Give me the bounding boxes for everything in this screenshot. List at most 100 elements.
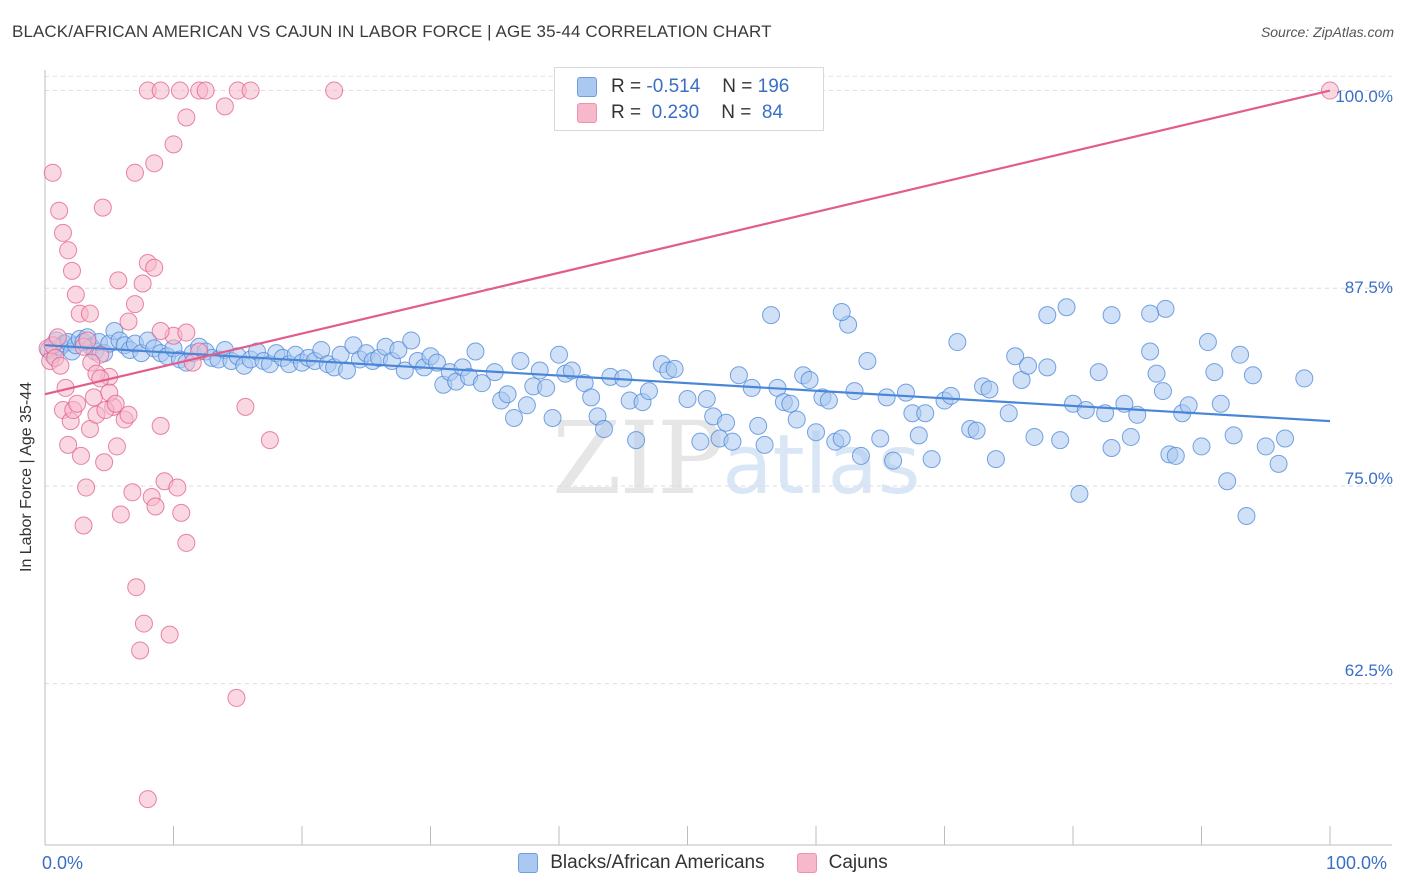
- blacks-trend-line: [44, 344, 1331, 423]
- cajuns-point: [325, 81, 344, 100]
- blacks-point: [851, 446, 870, 465]
- blacks-point: [1057, 298, 1076, 317]
- cajuns-point: [168, 478, 187, 497]
- blacks-point: [1006, 347, 1025, 366]
- bottom-legend-label-cajuns: Cajuns: [828, 852, 888, 873]
- blacks-point: [1218, 472, 1237, 491]
- cajuns-point: [170, 81, 189, 100]
- bottom-legend-swatch-blacks: [518, 853, 539, 873]
- cajuns-point: [74, 516, 93, 535]
- bottom-legend-label-blacks: Blacks/African Americans: [550, 852, 765, 873]
- cajuns-point: [177, 323, 196, 342]
- blacks-point: [922, 450, 941, 469]
- blacks-point: [941, 386, 960, 405]
- blacks-point: [1038, 306, 1057, 325]
- blacks-point: [1211, 394, 1230, 413]
- blacks-point: [1237, 507, 1256, 526]
- blacks-point: [717, 413, 736, 432]
- blacks-point: [389, 340, 408, 359]
- legend-row-cajuns: R = 0.230 N = 84: [577, 101, 783, 125]
- blacks-point: [1153, 382, 1172, 401]
- legend: R = -0.514 N = 196 R = 0.230 N = 84: [554, 67, 824, 131]
- blacks-point: [1102, 439, 1121, 458]
- bottom-legend: Blacks/African Americans Cajuns: [0, 852, 1406, 874]
- cajuns-point: [215, 97, 234, 116]
- blacks-point: [582, 388, 601, 407]
- blacks-point: [543, 408, 562, 427]
- cajuns-point: [95, 453, 114, 472]
- watermark-zip: ZIP: [552, 400, 724, 517]
- blacks-point: [1076, 401, 1095, 420]
- blacks-point: [896, 383, 915, 402]
- blacks-point: [1089, 363, 1108, 382]
- blacks-point: [665, 359, 684, 378]
- blacks-point: [517, 396, 536, 415]
- cajuns-point: [51, 356, 70, 375]
- legend-r-value: 0.230: [651, 102, 700, 123]
- blacks-point: [807, 423, 825, 442]
- cajuns-point: [151, 416, 170, 435]
- chart-title: BLACK/AFRICAN AMERICAN VS CAJUN IN LABOR…: [12, 22, 772, 41]
- cajuns-point: [59, 435, 78, 454]
- blacks-point: [511, 352, 530, 371]
- blacks-point: [948, 333, 967, 352]
- x-tick-label-min: 0.0%: [42, 853, 84, 873]
- bottom-legend-swatch-cajuns: [796, 853, 817, 873]
- blacks-point: [1141, 304, 1160, 323]
- cajuns-point: [145, 154, 164, 173]
- blacks-point: [762, 306, 781, 325]
- bottom-legend-item-blacks[interactable]: Blacks/African Americans: [518, 852, 765, 874]
- cajuns-point: [134, 614, 153, 633]
- blacks-point: [697, 389, 716, 408]
- cajuns-point: [50, 201, 69, 220]
- blacks-point: [1025, 427, 1044, 446]
- cajuns-point: [107, 437, 126, 456]
- legend-n-label: N =: [722, 76, 753, 97]
- blacks-point: [1147, 364, 1166, 383]
- legend-swatch-cajuns: [577, 103, 597, 123]
- blacks-point: [781, 394, 800, 413]
- cajuns-point: [177, 533, 196, 552]
- cajuns-point: [146, 497, 165, 516]
- blacks-point: [999, 404, 1018, 423]
- blacks-point: [1166, 446, 1185, 465]
- cajuns-point: [151, 321, 170, 340]
- y-axis-label: In Labor Force | Age 35-44: [18, 381, 35, 572]
- source-credit: Source: ZipAtlas.com: [1260, 24, 1394, 40]
- blacks-point: [986, 450, 1005, 469]
- blacks-point: [537, 378, 556, 397]
- blacks-point: [877, 388, 896, 407]
- cajuns-point: [77, 478, 96, 497]
- blacks-point: [1070, 484, 1089, 503]
- blacks-point: [871, 429, 890, 448]
- cajuns-point: [133, 274, 152, 293]
- blacks-point: [1205, 363, 1224, 382]
- blacks-point: [550, 345, 568, 364]
- cajuns-point: [71, 446, 90, 465]
- cajuns-point: [66, 285, 85, 304]
- legend-r-value: -0.514: [646, 76, 701, 97]
- blacks-point: [562, 361, 581, 380]
- cajuns-point: [93, 198, 112, 217]
- blacks-point: [639, 382, 658, 401]
- cajuns-point: [68, 394, 87, 413]
- blacks-point: [723, 432, 742, 451]
- blacks-point: [627, 431, 646, 450]
- cajuns-point: [196, 81, 215, 100]
- blacks-point: [498, 385, 517, 404]
- blacks-point: [1276, 429, 1295, 448]
- blacks-point: [1256, 437, 1275, 456]
- cajuns-point: [59, 241, 78, 260]
- bottom-legend-item-cajuns[interactable]: Cajuns: [796, 852, 888, 874]
- cajuns-point: [236, 397, 255, 416]
- cajuns-point: [48, 328, 67, 347]
- blacks-point: [1141, 342, 1160, 361]
- cajuns-point: [138, 790, 157, 809]
- blacks-point: [427, 353, 446, 372]
- cajuns-point: [131, 641, 150, 660]
- blacks-point: [472, 374, 491, 393]
- cajuns-point: [145, 258, 164, 277]
- cajuns-point: [160, 625, 179, 644]
- blacks-point: [402, 331, 421, 350]
